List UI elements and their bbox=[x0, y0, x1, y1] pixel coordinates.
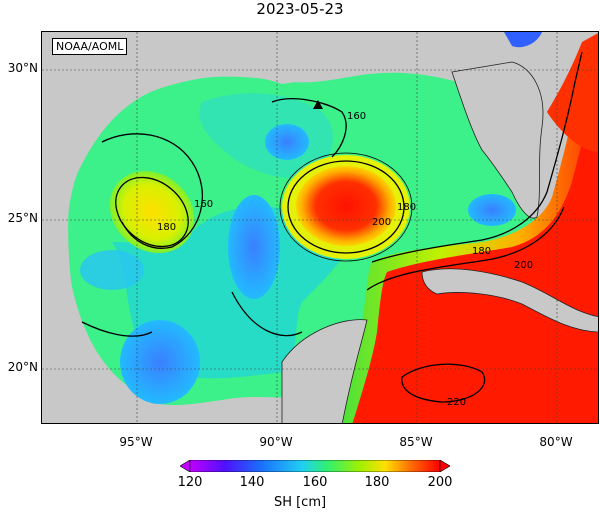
cuba-land bbox=[421, 268, 598, 333]
contour-label: 220 bbox=[447, 397, 466, 408]
atlantic-corner bbox=[504, 32, 542, 48]
triangle-marker bbox=[313, 100, 323, 109]
colorbar-tick-160: 160 bbox=[302, 475, 328, 490]
loop-eddy-core bbox=[296, 166, 396, 246]
lat-label-30: 30°N bbox=[7, 61, 38, 75]
colorbar-tick-120: 120 bbox=[177, 475, 203, 490]
lat-label-25: 25°N bbox=[7, 211, 38, 225]
lon-label-80: 80°W bbox=[539, 435, 573, 449]
colorbar-title: SH [cm] bbox=[273, 495, 327, 510]
contour-label-group: 160 160 180 180 200 180 200 220 bbox=[157, 111, 533, 408]
credit-label: NOAA/AOML bbox=[52, 38, 128, 55]
contour-label: 180 bbox=[157, 222, 176, 233]
yucatan-land bbox=[281, 319, 368, 423]
contour-label: 200 bbox=[372, 217, 391, 228]
cyan-north bbox=[199, 93, 333, 179]
blue-eddy-north bbox=[265, 124, 309, 160]
lon-label-95: 95°W bbox=[119, 435, 153, 449]
contour-label: 160 bbox=[194, 199, 213, 210]
cyan-patch-a bbox=[80, 250, 144, 290]
lon-label-85: 85°W bbox=[399, 435, 433, 449]
colorbar-low-arrow bbox=[180, 460, 191, 472]
contour-label: 180 bbox=[397, 202, 416, 213]
contour-label: 200 bbox=[514, 260, 533, 271]
lat-label-20: 20°N bbox=[7, 360, 38, 374]
colorbar-gradient bbox=[189, 460, 441, 472]
graticule bbox=[42, 32, 598, 423]
blue-eddy-central bbox=[228, 195, 280, 299]
contour-label: 180 bbox=[472, 246, 491, 257]
colorbar-tick-200: 200 bbox=[427, 475, 453, 490]
blue-eddy-west bbox=[120, 320, 200, 404]
map-title: 2023-05-23 bbox=[256, 0, 344, 18]
contour-lines bbox=[81, 51, 583, 403]
blue-eddy-east bbox=[468, 194, 516, 226]
sea-height-map: 160 160 180 180 200 180 200 220 bbox=[42, 32, 598, 423]
mexico-land bbox=[42, 182, 141, 423]
colorbar bbox=[180, 460, 450, 472]
colorbar-high-arrow bbox=[439, 460, 450, 472]
warm-core bbox=[352, 88, 598, 423]
lon-label-90: 90°W bbox=[259, 435, 293, 449]
contour-label: 160 bbox=[347, 111, 366, 122]
north-coast-land bbox=[42, 32, 504, 182]
colorbar-tick-140: 140 bbox=[239, 475, 265, 490]
colorbar-tick-180: 180 bbox=[364, 475, 390, 490]
map-panel: 160 160 180 180 200 180 200 220 bbox=[41, 31, 599, 424]
